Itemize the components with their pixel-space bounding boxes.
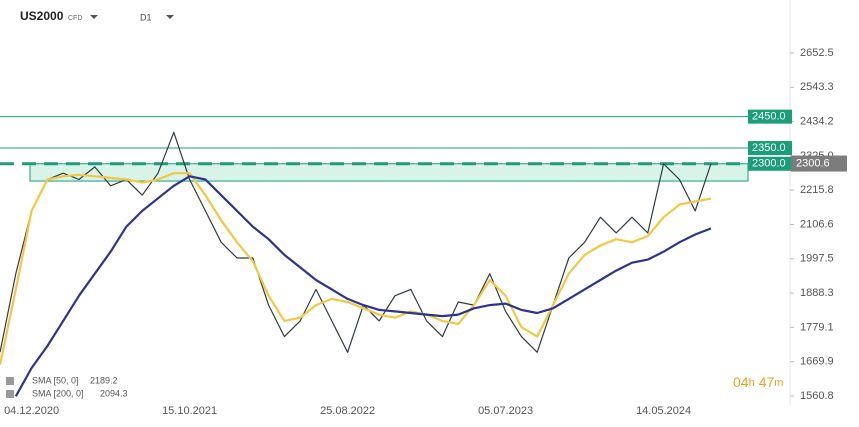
series-line [14,175,712,397]
legend-icon [6,390,14,398]
y-tick-label: 1779.1 [800,321,834,333]
level-tag [748,109,792,124]
level-tag [748,141,792,156]
y-tick-label: 2106.6 [800,218,834,230]
series-line [0,131,712,353]
x-tick-label: 04.12.2020 [4,405,59,417]
y-tick-label: 2215.8 [800,184,834,196]
y-tick-label: 1888.3 [800,287,834,299]
level-label: 2350.0 [752,142,786,154]
y-tick-label: 1997.5 [800,253,834,265]
series-line [0,172,712,366]
level-tag [748,156,792,171]
timer-part: h [749,377,755,389]
timer: 04h 47m [733,374,783,390]
zone [29,163,749,182]
x-tick-label: 05.07.2023 [478,405,533,417]
symbol[interactable]: US2000 [20,9,64,23]
y-tick-label: 2434.2 [800,116,834,128]
legend-name: SMA [200, 0] [32,388,84,398]
last-price-label: 2300.6 [796,157,830,169]
interval[interactable]: D1 [140,12,152,22]
legend-name: SMA [50, 0] [32,375,79,385]
timer-part: m [774,377,783,389]
y-tick-label: 2652.5 [800,47,834,59]
y-tick-label: 2543.3 [800,81,834,93]
symbol-dropdown[interactable] [90,15,98,19]
instrument: CFD [68,15,82,22]
last-price-tag [791,155,847,172]
timer-part: 04 [733,374,749,390]
legend-icon [6,377,14,385]
level-label: 2300.0 [752,158,786,170]
timer-part: 47 [759,374,775,390]
y-tick-label: 1560.8 [800,390,834,402]
level-label: 2450.0 [752,111,786,123]
legend-value: 2094.3 [100,388,128,398]
y-tick-label: 1669.9 [800,356,834,368]
interval-dropdown[interactable] [166,15,174,19]
x-tick-label: 15.10.2021 [162,405,217,417]
x-tick-label: 14.05.2024 [636,405,691,417]
x-tick-label: 25.08.2022 [320,405,375,417]
legend-value: 2189.2 [90,375,118,385]
